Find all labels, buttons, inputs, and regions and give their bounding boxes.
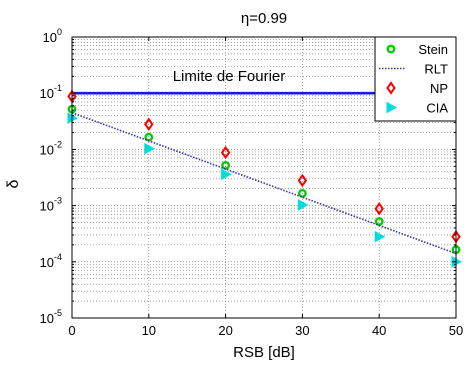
y-tick-label: 10-5 — [40, 308, 62, 326]
data-point-triangle — [297, 199, 309, 211]
y-tick-label: 100 — [43, 27, 62, 45]
y-tick-base: 10 — [40, 142, 54, 157]
y-tick-exponent: -5 — [54, 308, 62, 318]
y-tick-label: 10-4 — [40, 252, 62, 270]
fourier-limit-label: Limite de Fourier — [173, 68, 286, 85]
y-tick-base: 10 — [43, 30, 57, 45]
legend-item-cia: CIA — [386, 101, 448, 116]
y-tick-base: 10 — [40, 86, 54, 101]
x-tick-label: 10 — [142, 323, 156, 338]
y-tick-base: 10 — [40, 311, 54, 326]
legend-item-stein: Stein — [386, 42, 448, 57]
data-point-circle — [386, 44, 396, 54]
x-tick-label: 50 — [449, 323, 463, 338]
y-tick-label: 10-1 — [40, 83, 62, 101]
data-point-circle — [297, 188, 307, 198]
y-tick-exponent: -2 — [54, 139, 62, 149]
legend-label: Stein — [418, 42, 448, 57]
y-tick-exponent: 0 — [57, 27, 62, 37]
x-tick-label: 0 — [68, 323, 75, 338]
data-point-triangle — [374, 230, 386, 243]
legend-item-np: NP — [386, 81, 448, 96]
data-point-diamond — [297, 173, 308, 188]
data-point-triangle — [221, 168, 232, 181]
y-tick-label: 10-3 — [40, 196, 62, 214]
y-tick-exponent: -4 — [54, 252, 62, 262]
y-tick-exponent: -1 — [54, 83, 62, 93]
y-tick-label: 10-2 — [40, 139, 62, 157]
y-tick-exponent: -3 — [54, 196, 62, 206]
y-axis-label: δ — [5, 179, 22, 188]
y-tick-base: 10 — [40, 199, 54, 214]
data-point-triangle — [386, 101, 398, 114]
series-rlt — [71, 111, 457, 255]
series-line-rlt — [71, 111, 457, 255]
series-cia — [67, 112, 463, 268]
data-point-diamond — [374, 201, 384, 216]
x-tick-label: 20 — [218, 323, 232, 338]
plot-frame — [71, 36, 457, 319]
chart-title: η=0.99 — [241, 10, 287, 27]
series-stein — [67, 104, 461, 254]
x-axis-label: RSB [dB] — [233, 344, 295, 361]
data-point-diamond — [386, 81, 396, 95]
legend-label: NP — [430, 81, 448, 96]
legend-item-rlt: RLT — [379, 62, 448, 77]
data-point-diamond — [220, 145, 231, 160]
legend-label: RLT — [424, 62, 448, 77]
x-tick-label: 40 — [372, 323, 386, 338]
x-tick-label: 30 — [295, 323, 309, 338]
data-point-triangle — [144, 142, 155, 155]
legend: Stein RLT NP CIA — [374, 36, 457, 122]
legend-label: CIA — [426, 101, 448, 116]
data-point-circle — [221, 160, 231, 170]
y-tick-base: 10 — [40, 255, 54, 270]
data-point-diamond — [144, 117, 154, 132]
grid — [72, 37, 456, 318]
